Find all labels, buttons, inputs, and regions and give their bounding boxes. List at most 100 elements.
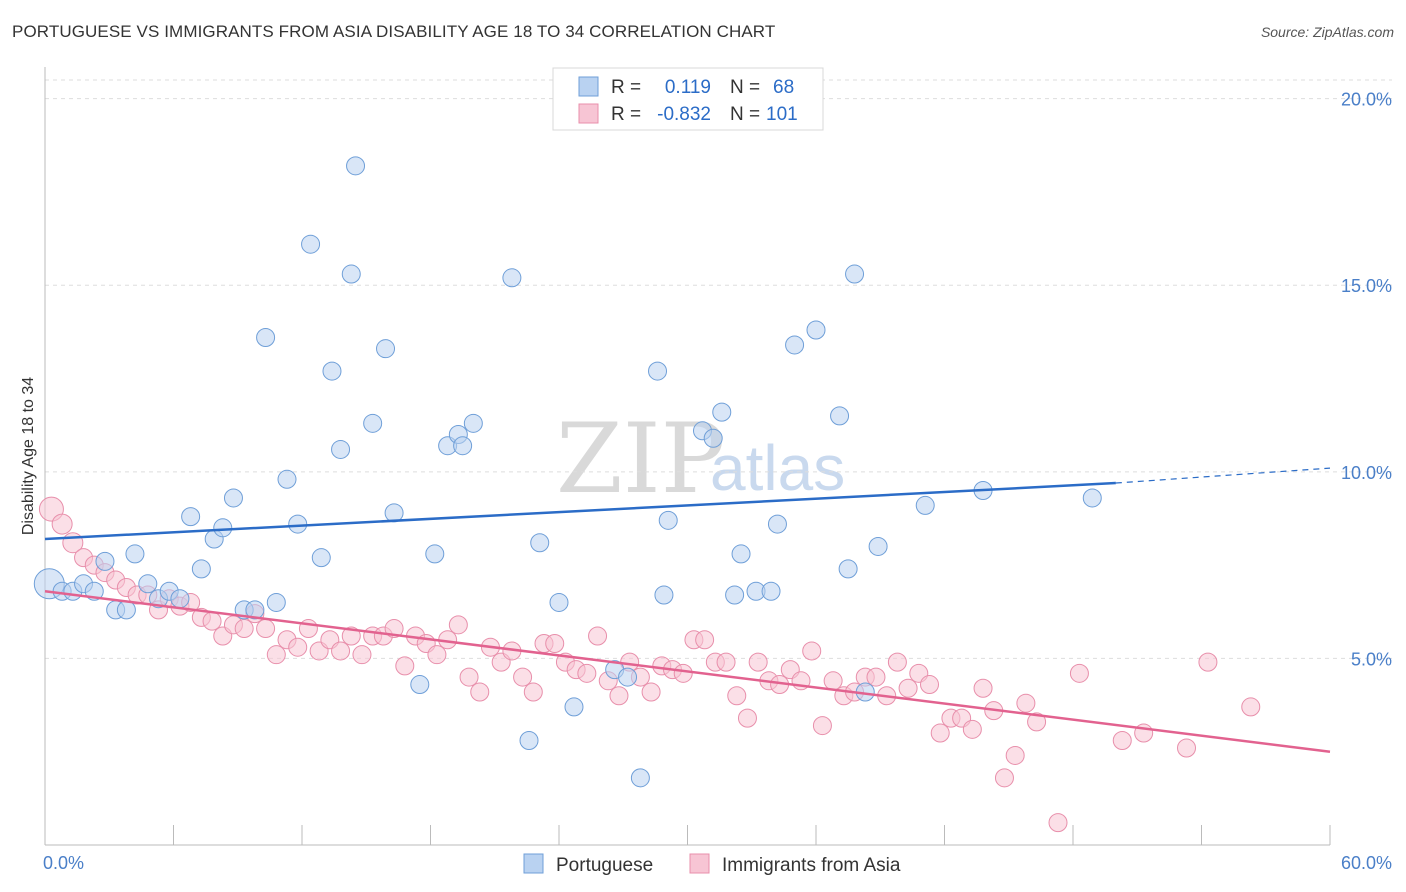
asia-point — [577, 663, 597, 683]
asia-point — [920, 675, 940, 695]
asia-point — [1241, 697, 1261, 717]
legend-r-label-immigrants-from-asia: R = — [611, 104, 641, 125]
portuguese-point — [116, 600, 136, 620]
portuguese-point — [530, 533, 550, 553]
portuguese-point — [256, 327, 276, 347]
asia-point — [609, 686, 629, 706]
asia-point — [748, 652, 768, 672]
portuguese-trend-extension — [1115, 467, 1331, 484]
legend-r-value-immigrants-from-asia: -0.832 — [657, 104, 711, 125]
portuguese-point — [648, 361, 668, 381]
portuguese-point — [346, 156, 366, 176]
portuguese-point — [731, 544, 751, 564]
legend-swatch-portuguese — [578, 76, 599, 97]
portuguese-point — [549, 592, 569, 612]
portuguese-point — [363, 413, 383, 433]
portuguese-point — [761, 581, 781, 601]
portuguese-point — [618, 667, 638, 687]
portuguese-point — [767, 514, 787, 534]
asia-point — [887, 652, 907, 672]
portuguese-point — [502, 268, 522, 288]
asia-point — [51, 513, 73, 535]
asia-point — [695, 630, 715, 650]
asia-point — [1198, 652, 1218, 672]
y-tick-label: 10.0% — [1341, 463, 1392, 483]
asia-point — [1112, 731, 1132, 751]
asia-point — [427, 645, 447, 665]
asia-point — [1069, 663, 1089, 683]
y-tick-label: 20.0% — [1341, 90, 1392, 110]
asia-point — [448, 615, 468, 635]
portuguese-point — [564, 697, 584, 717]
portuguese-point — [830, 406, 850, 426]
source-note: Source: ZipAtlas.com — [1260, 24, 1394, 40]
asia-point — [962, 719, 982, 739]
portuguese-point — [806, 320, 826, 340]
portuguese-point — [191, 559, 211, 579]
portuguese-point — [785, 335, 805, 355]
portuguese-point — [266, 592, 286, 612]
portuguese-point — [868, 536, 888, 556]
grid-lines — [45, 79, 1392, 659]
portuguese-point — [213, 518, 233, 538]
asia-point — [288, 637, 308, 657]
asia-point — [459, 667, 479, 687]
asia-point — [812, 716, 832, 736]
asia-point — [588, 626, 608, 646]
portuguese-point — [331, 439, 351, 459]
asia-point — [545, 633, 565, 653]
portuguese-point — [95, 551, 115, 571]
asia-point — [641, 682, 661, 702]
asia-point — [930, 723, 950, 743]
tick-labels: 5.0% 10.0% 15.0% 20.0% 0.0% 60.0% — [43, 90, 1392, 873]
portuguese-point — [915, 495, 935, 515]
x-tick-label: 60.0% — [1341, 853, 1392, 873]
portuguese-point — [181, 507, 201, 527]
x-tick-label: 0.0% — [43, 853, 84, 873]
y-axis-label: Disability Age 18 to 34 — [20, 377, 37, 535]
portuguese-point — [519, 731, 539, 751]
asia-point — [727, 686, 747, 706]
portuguese-point — [341, 264, 361, 284]
portuguese-point — [425, 544, 445, 564]
portuguese-point — [463, 413, 483, 433]
portuguese-point — [311, 548, 331, 568]
portuguese-point — [712, 402, 732, 422]
legend-swatch-immigrants-from-asia — [578, 103, 599, 124]
y-tick-label: 5.0% — [1351, 649, 1392, 669]
correlation-legend: R = 0.119 N = 68 R = -0.832 N = 101 — [552, 67, 824, 131]
series-legend: Portuguese Immigrants from Asia — [523, 853, 901, 876]
asia-point — [973, 678, 993, 698]
portuguese-point — [288, 514, 308, 534]
asia-point — [737, 708, 757, 728]
portuguese-point — [277, 469, 297, 489]
asia-point — [256, 619, 276, 639]
portuguese-point — [301, 234, 321, 254]
asia-point — [1027, 712, 1047, 732]
legend-n-value-portuguese: 68 — [773, 77, 794, 98]
bottom-legend-swatch-portuguese — [523, 853, 544, 874]
asia-point — [470, 682, 490, 702]
portuguese-point — [658, 510, 678, 530]
portuguese-trend-line — [44, 481, 1116, 541]
asia-point — [823, 671, 843, 691]
asia-point — [202, 611, 222, 631]
watermark-zip: ZIP — [556, 403, 725, 515]
asia-point — [994, 768, 1014, 788]
series-immigrants-from-asia — [38, 496, 1261, 833]
bottom-legend-label-immigrants-from-asia: Immigrants from Asia — [722, 855, 901, 876]
portuguese-point — [838, 559, 858, 579]
asia-point — [331, 641, 351, 661]
chart-title: PORTUGUESE VS IMMIGRANTS FROM ASIA DISAB… — [12, 22, 776, 41]
legend-n-label-immigrants-from-asia: N = — [730, 104, 760, 125]
asia-point — [866, 667, 886, 687]
asia-trend-line — [44, 590, 1331, 753]
bottom-legend-swatch-immigrants-from-asia — [689, 853, 710, 874]
portuguese-point — [453, 436, 473, 456]
asia-point — [898, 678, 918, 698]
asia-point — [1048, 813, 1068, 833]
asia-point — [1177, 738, 1197, 758]
legend-r-label-portuguese: R = — [611, 77, 641, 98]
portuguese-point — [1082, 488, 1102, 508]
